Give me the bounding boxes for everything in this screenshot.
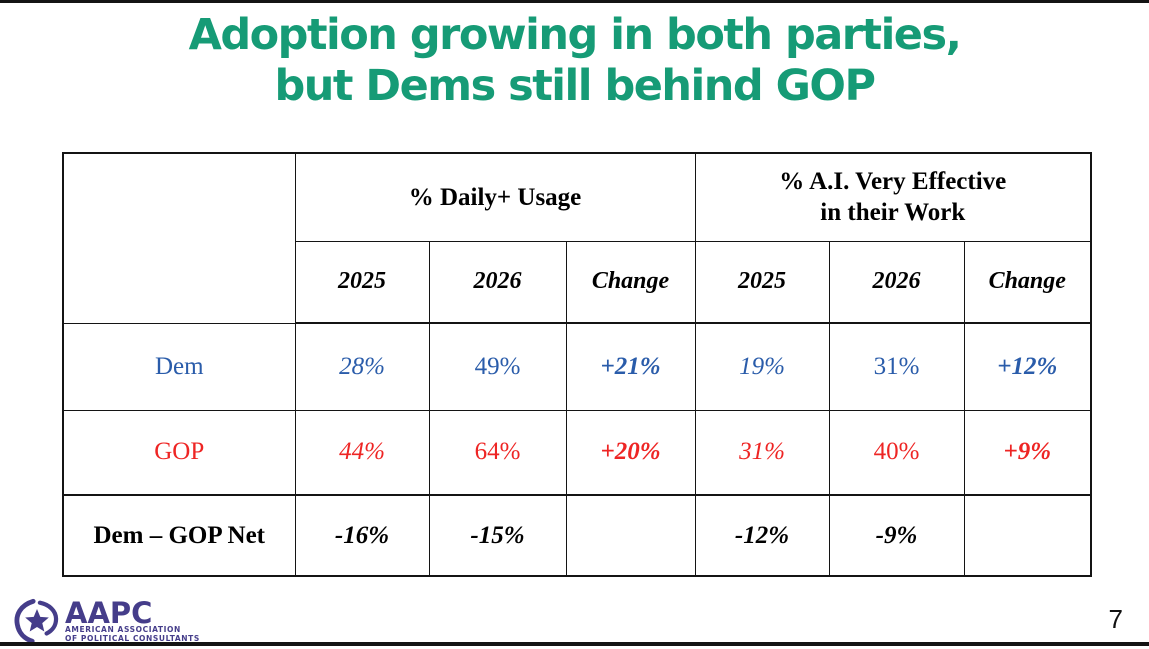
group1-header-label: % Daily+ Usage — [408, 183, 582, 211]
column-group-ai-effective: % A.I. Very Effective in their Work — [694, 152, 1092, 242]
dem-daily-2026: 49% — [428, 322, 567, 411]
slide-title-line2: but Dems still behind GOP — [274, 61, 876, 111]
table-row-net: Dem – GOP Net -16% -15% -12% -9% — [62, 494, 1092, 577]
slide-title-line1: Adoption growing in both parties, — [188, 10, 962, 60]
gop-effective-2025: 31% — [694, 409, 830, 496]
net-daily-change — [565, 494, 696, 577]
dem-effective-2025: 19% — [694, 322, 830, 411]
net-daily-2026: -15% — [428, 494, 567, 577]
table-corner-cell — [62, 152, 296, 324]
stats-table: % Daily+ Usage % A.I. Very Effective in … — [62, 152, 1093, 577]
net-effective-change — [963, 494, 1092, 577]
net-effective-2026: -9% — [828, 494, 965, 577]
gop-effective-change: +9% — [963, 409, 1092, 496]
table-group-header-row: % Daily+ Usage % A.I. Very Effective in … — [62, 152, 1092, 324]
table-row-dem: Dem 28% 49% +21% 19% 31% +12% — [62, 322, 1092, 411]
gop-daily-2025: 44% — [294, 409, 430, 496]
logo-subtitle-line1: AMERICAN ASSOCIATION — [65, 625, 181, 634]
table-row-gop: GOP 44% 64% +20% 31% 40% +9% — [62, 409, 1092, 496]
star-in-swooshes-icon — [14, 598, 59, 644]
page-number: 7 — [1108, 604, 1123, 634]
dem-daily-2025: 28% — [294, 322, 430, 411]
dem-daily-change: +21% — [565, 322, 696, 411]
row-label-gop: GOP — [62, 409, 296, 496]
logo-text-block: AAPC AMERICAN ASSOCIATION OF POLITICAL C… — [65, 597, 200, 643]
gop-daily-2026: 64% — [428, 409, 567, 496]
gop-daily-change: +20% — [565, 409, 696, 496]
column-group-daily-usage: % Daily+ Usage — [294, 152, 696, 242]
year-header: 2026 — [828, 240, 965, 324]
group2-header-line1: % A.I. Very Effective — [779, 168, 1007, 196]
group2-header-line2: in their Work — [820, 199, 966, 227]
net-daily-2025: -16% — [294, 494, 430, 577]
year-header: Change — [963, 240, 1092, 324]
aapc-logo: AAPC AMERICAN ASSOCIATION OF POLITICAL C… — [12, 597, 200, 644]
slide-title: Adoption growing in both parties, but De… — [0, 10, 1149, 112]
row-label-dem: Dem — [62, 322, 296, 411]
year-header: 2025 — [694, 240, 830, 324]
gop-effective-2026: 40% — [828, 409, 965, 496]
top-border-rule — [0, 0, 1149, 3]
logo-subtitle-line2: OF POLITICAL CONSULTANTS — [65, 633, 200, 643]
logo-acronym: AAPC — [65, 596, 153, 630]
row-label-net: Dem – GOP Net — [62, 494, 296, 577]
year-header: 2026 — [428, 240, 567, 324]
year-header: 2025 — [294, 240, 430, 324]
dem-effective-2026: 31% — [828, 322, 965, 411]
year-header: Change — [565, 240, 696, 324]
table-year-header-row: 2025 2026 Change 2025 2026 Change — [63, 240, 1092, 324]
bottom-border-rule — [0, 642, 1149, 646]
dem-effective-change: +12% — [963, 322, 1092, 411]
net-effective-2025: -12% — [694, 494, 830, 577]
